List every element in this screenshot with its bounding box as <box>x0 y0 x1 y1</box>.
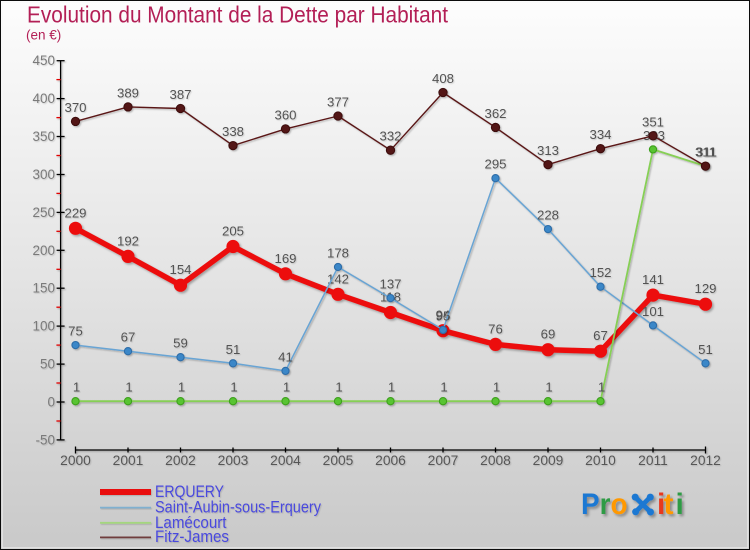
svg-text:200: 200 <box>32 243 55 258</box>
svg-text:t: t <box>664 488 674 521</box>
svg-text:Lamécourt: Lamécourt <box>155 514 227 532</box>
svg-text:141: 141 <box>642 272 664 287</box>
svg-text:178: 178 <box>327 246 349 261</box>
svg-text:192: 192 <box>117 233 139 248</box>
svg-text:2000: 2000 <box>60 453 91 468</box>
svg-text:332: 332 <box>379 129 401 144</box>
svg-text:ERQUERY: ERQUERY <box>155 483 224 501</box>
svg-text:311: 311 <box>695 145 716 160</box>
svg-text:450: 450 <box>32 53 55 68</box>
svg-text:334: 334 <box>589 127 611 142</box>
svg-text:313: 313 <box>537 143 559 158</box>
svg-text:(en €): (en €) <box>26 28 61 43</box>
svg-text:205: 205 <box>222 224 244 239</box>
svg-text:2011: 2011 <box>638 453 668 468</box>
svg-text:1: 1 <box>388 380 395 395</box>
svg-text:295: 295 <box>484 157 506 172</box>
svg-text:2005: 2005 <box>323 453 354 468</box>
svg-text:2012: 2012 <box>690 453 721 468</box>
svg-text:300: 300 <box>32 167 55 182</box>
svg-text:2009: 2009 <box>533 453 564 468</box>
svg-text:350: 350 <box>32 129 55 144</box>
svg-text:-50: -50 <box>35 432 55 447</box>
svg-text:2004: 2004 <box>270 453 301 468</box>
svg-text:1: 1 <box>125 380 132 395</box>
svg-text:389: 389 <box>117 85 139 100</box>
svg-text:2006: 2006 <box>375 453 406 468</box>
svg-text:50: 50 <box>40 357 55 372</box>
svg-text:75: 75 <box>68 324 83 339</box>
svg-text:Saint-Aubin-sous-Erquery: Saint-Aubin-sous-Erquery <box>155 499 322 517</box>
svg-text:387: 387 <box>169 87 191 102</box>
svg-text:95: 95 <box>436 308 451 323</box>
svg-text:2003: 2003 <box>218 453 249 468</box>
svg-text:152: 152 <box>589 265 611 280</box>
svg-text:360: 360 <box>274 107 296 122</box>
svg-text:129: 129 <box>694 281 716 296</box>
svg-text:41: 41 <box>278 349 293 364</box>
svg-text:1: 1 <box>440 380 447 395</box>
svg-text:351: 351 <box>642 114 664 129</box>
svg-text:1: 1 <box>230 380 237 395</box>
svg-text:228: 228 <box>537 208 559 223</box>
svg-text:377: 377 <box>327 95 349 110</box>
svg-text:1: 1 <box>335 380 342 395</box>
svg-text:67: 67 <box>593 328 608 343</box>
svg-text:362: 362 <box>484 106 506 121</box>
svg-text:1: 1 <box>545 380 552 395</box>
svg-text:i: i <box>676 488 684 521</box>
svg-text:51: 51 <box>698 342 713 357</box>
svg-text:1: 1 <box>73 380 80 395</box>
svg-text:2007: 2007 <box>428 453 459 468</box>
svg-text:51: 51 <box>226 342 241 357</box>
svg-text:408: 408 <box>432 71 454 86</box>
svg-text:250: 250 <box>32 205 55 220</box>
svg-text:0: 0 <box>47 395 55 410</box>
svg-text:154: 154 <box>169 262 191 277</box>
svg-text:338: 338 <box>222 124 244 139</box>
svg-text:Pro: Pro <box>581 488 628 521</box>
svg-text:2010: 2010 <box>585 453 616 468</box>
svg-text:142: 142 <box>327 271 349 286</box>
svg-text:2008: 2008 <box>480 453 511 468</box>
svg-text:1: 1 <box>493 380 500 395</box>
svg-text:Evolution du Montant de la Det: Evolution du Montant de la Dette par Hab… <box>27 2 449 28</box>
svg-text:59: 59 <box>173 336 188 351</box>
svg-text:100: 100 <box>32 319 55 334</box>
svg-text:137: 137 <box>379 277 401 292</box>
svg-text:2001: 2001 <box>113 453 144 468</box>
svg-text:i: i <box>657 488 665 521</box>
svg-text:1: 1 <box>598 380 605 395</box>
svg-text:67: 67 <box>121 330 136 345</box>
svg-text:1: 1 <box>283 380 290 395</box>
svg-text:101: 101 <box>642 304 664 319</box>
svg-text:400: 400 <box>32 91 55 106</box>
svg-text:2002: 2002 <box>165 453 196 468</box>
svg-text:229: 229 <box>64 205 86 220</box>
svg-text:69: 69 <box>541 327 556 342</box>
svg-text:370: 370 <box>64 100 86 115</box>
svg-text:Fitz-James: Fitz-James <box>155 528 229 546</box>
svg-text:150: 150 <box>32 281 55 296</box>
svg-text:169: 169 <box>274 251 296 266</box>
svg-text:1: 1 <box>178 380 185 395</box>
svg-text:311: 311 <box>696 145 717 160</box>
svg-text:76: 76 <box>488 321 503 336</box>
